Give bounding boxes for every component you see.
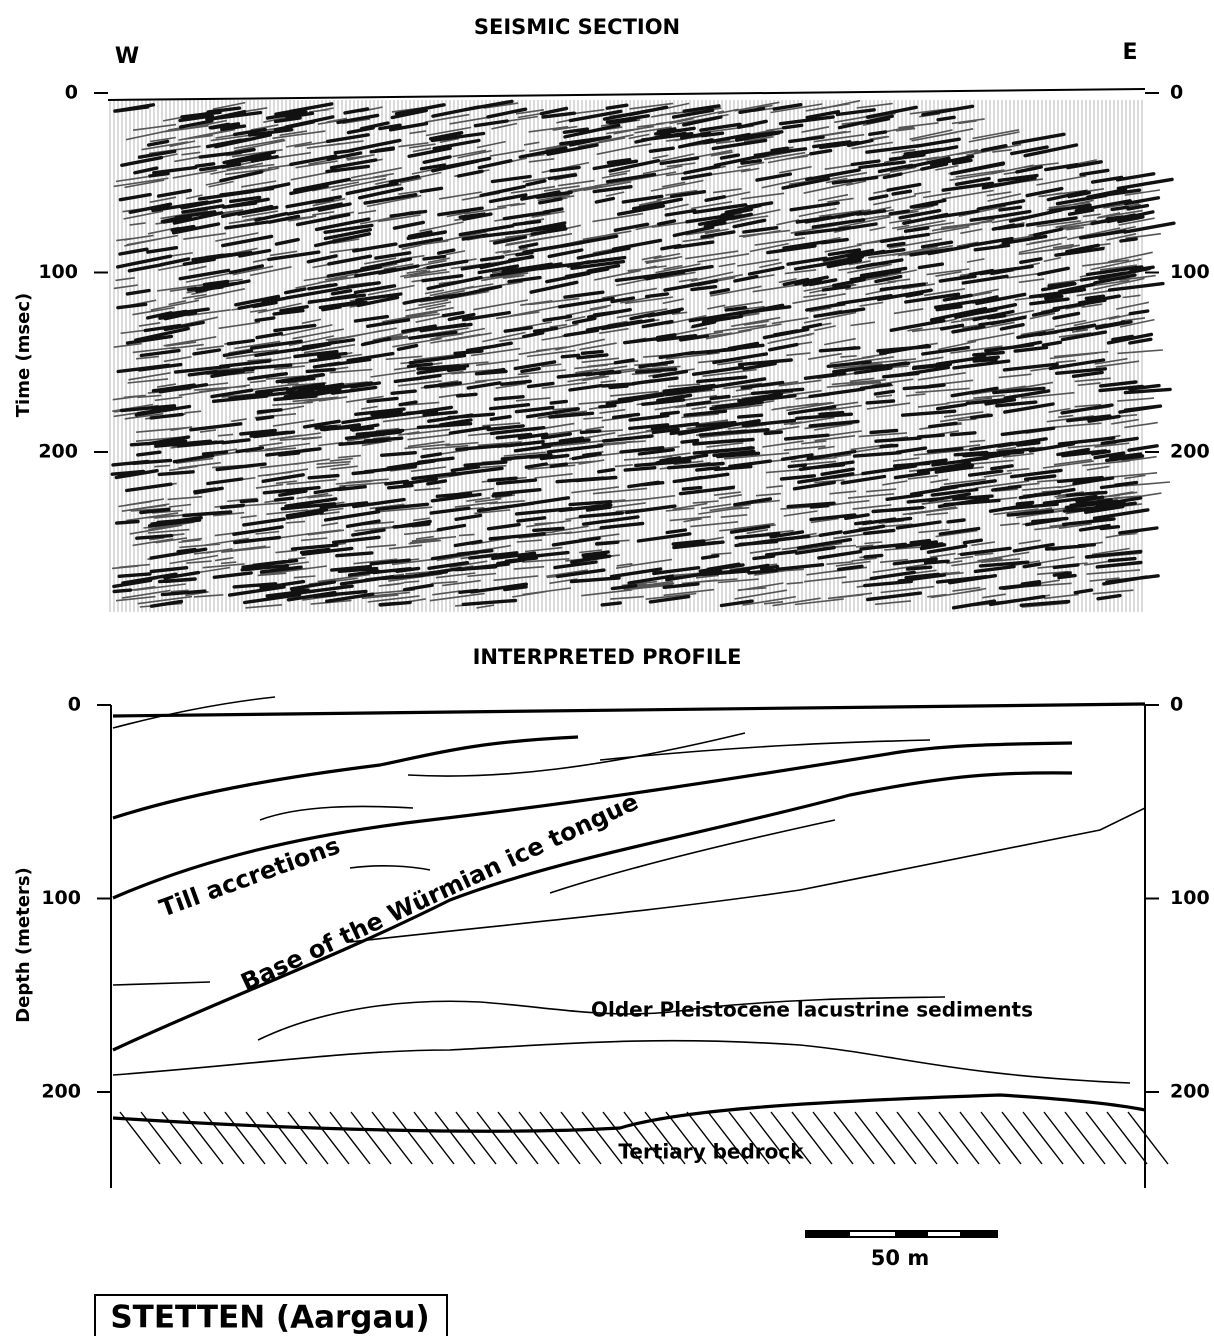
location: STETTEN (Aargau) — [110, 1300, 429, 1336]
scale-bar: 50 m — [805, 1230, 998, 1270]
location-box — [94, 1294, 448, 1340]
y-axis-label: Time (msec) — [13, 293, 34, 417]
surface — [112, 702, 1146, 718]
tick-label: 0 — [65, 82, 78, 104]
trace-lines — [109, 100, 1143, 612]
surface — [107, 88, 1146, 101]
layer-line — [549, 819, 836, 894]
layer-line — [349, 865, 431, 871]
tick-label: 200 — [38, 441, 78, 463]
bedrock-hatch — [119, 1111, 1169, 1165]
layer-line — [407, 732, 746, 777]
tick-label: 200 — [1170, 441, 1210, 463]
layer-line — [112, 696, 276, 729]
tick-label: 0 — [1170, 82, 1183, 104]
layer-line — [112, 981, 211, 986]
scale-bar-gap — [850, 1232, 895, 1236]
y-axis-label: Depth (meters) — [13, 867, 34, 1023]
east-label: E — [1122, 40, 1137, 65]
layer-line — [112, 735, 579, 820]
scale-label: 50 m — [871, 1246, 929, 1270]
tick-label: 100 — [41, 887, 81, 909]
ice-base — [112, 771, 1073, 1052]
seismic-image — [107, 88, 1176, 612]
bedrock-top — [112, 1093, 1146, 1133]
west-label: W — [115, 44, 139, 69]
profile-title: INTERPRETED PROFILE — [473, 645, 742, 669]
tick-label: 200 — [41, 1081, 81, 1103]
tick-label: 0 — [68, 694, 81, 716]
layer-line — [349, 807, 1146, 943]
layer-line — [599, 739, 931, 761]
wavelets-dark — [110, 99, 1176, 610]
layer-line — [257, 996, 946, 1041]
layer-line — [259, 805, 414, 821]
wavelets-light — [112, 99, 1171, 609]
layer-label: Tertiary bedrock — [618, 1140, 804, 1164]
layer-line — [112, 741, 1073, 900]
tick-label: 100 — [1170, 887, 1210, 909]
hatch-lines — [119, 1111, 1169, 1165]
tick-label: 200 — [1170, 1081, 1210, 1103]
tick-label: 100 — [1170, 261, 1210, 283]
scale-bar-gap — [928, 1232, 960, 1236]
section-title: SEISMIC SECTION — [474, 15, 680, 39]
layer-line — [112, 1039, 1131, 1084]
layer-label: Till accretions — [156, 831, 344, 922]
tick-label: 0 — [1170, 694, 1183, 716]
layer-label: Older Pleistocene lacustrine sediments — [591, 998, 1033, 1022]
profile-lines — [110, 696, 1169, 1188]
scale-bar-rect — [805, 1230, 998, 1238]
tick-label: 100 — [38, 261, 78, 283]
